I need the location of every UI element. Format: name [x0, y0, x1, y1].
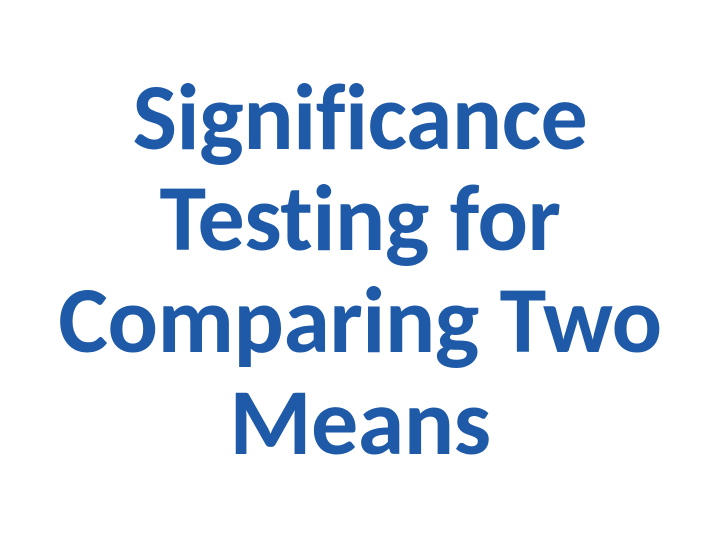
slide-title: Significance Testing for Comparing Two M… — [10, 67, 710, 473]
slide-container: Significance Testing for Comparing Two M… — [0, 0, 720, 540]
